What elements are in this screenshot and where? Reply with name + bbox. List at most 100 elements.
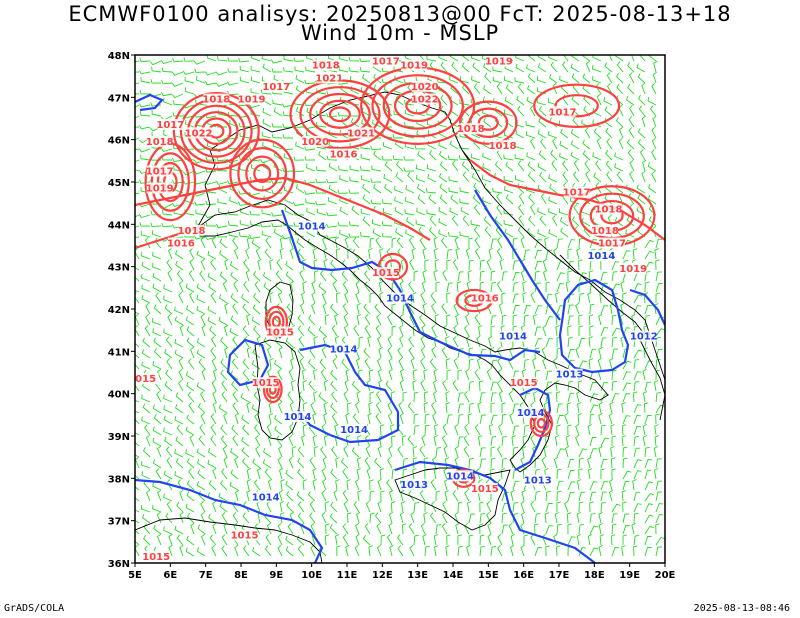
isobar-north [135, 93, 164, 112]
isobar-label: 1018 [312, 61, 340, 72]
alps-border [196, 91, 471, 229]
isobar-label: 1014 [517, 408, 545, 419]
x-tick-label: 11E [337, 570, 358, 581]
isobar-label-bg [146, 182, 173, 194]
isobar-1013-sicily [394, 460, 596, 563]
isobar-high-contour [459, 100, 518, 145]
isobar-label-bg [588, 250, 615, 262]
isobar-label: 1019 [485, 57, 513, 68]
isobar-label: 1018 [202, 95, 230, 106]
isobar-label: 1012 [630, 332, 658, 343]
isobar-label: 1021 [315, 73, 343, 84]
isobar-label-bg [203, 93, 230, 105]
isobar-label: 1020 [301, 137, 329, 148]
isobar-1013-east [558, 278, 630, 374]
isobar-label-bg [330, 148, 357, 160]
x-tick-label: 6E [163, 570, 177, 581]
balkan-coast [559, 254, 646, 336]
sardinia-coastline [254, 339, 301, 441]
isobar-label-bg [143, 550, 170, 562]
x-tick-label: 20E [655, 570, 676, 581]
isobar-1014-west [135, 478, 324, 563]
isobar-label-bg [185, 127, 212, 139]
isobar-label-bg [471, 483, 498, 494]
isobar-label: 1013 [400, 480, 428, 491]
x-tick-label: 15E [478, 570, 499, 581]
isobar-label: 1013 [524, 476, 552, 487]
isobar-label: 1014 [252, 493, 280, 504]
isobar-label-bg [387, 292, 413, 304]
isobar-label-bg [447, 470, 474, 482]
isobar-label-bg [599, 237, 625, 249]
isobar-high-contour [319, 99, 361, 129]
isobar-label-bg [302, 135, 329, 147]
isobar-high-contour [262, 375, 283, 404]
isobar-label-bg [411, 80, 438, 92]
isobar-high-contour [371, 74, 464, 138]
y-tick-label: 38N [108, 474, 130, 485]
isobar-label-bg [146, 135, 173, 147]
isobar-label-bg [489, 140, 516, 152]
isobar-label: 1015 [372, 268, 400, 279]
isobar-label: 1018 [591, 226, 619, 237]
footer-credit: GrADS/COLA [4, 603, 65, 614]
isobar-label-bg [630, 330, 657, 342]
isobar-label: 1014 [587, 251, 615, 262]
isobar-high-contour [468, 107, 509, 138]
isobar-label: 1014 [330, 344, 358, 355]
isobar-label-bg [312, 59, 339, 71]
isobar-label: 1019 [146, 184, 174, 195]
isobar-high-contour [237, 147, 288, 201]
isobar-label: 1018 [178, 226, 206, 237]
x-tick-label: 5E [128, 570, 142, 581]
isobar-label: 1015 [471, 484, 499, 495]
isobar-label-bg [457, 123, 484, 135]
isobar-label-bg [620, 262, 647, 274]
isobar-label-bg [284, 411, 311, 423]
isobar-label: 1022 [185, 128, 213, 139]
y-tick-label: 48N [108, 51, 130, 62]
y-tick-label: 43N [108, 263, 130, 274]
x-tick-label: 7E [199, 570, 213, 581]
isobar-label-bg [372, 267, 399, 279]
isobar-label-bg [348, 127, 375, 139]
isobar-label: 1019 [619, 264, 647, 275]
isobar-label: 1017 [156, 120, 184, 131]
isobar-label: 1017 [146, 167, 174, 178]
isobar-label: 1014 [298, 222, 326, 233]
footer-timestamp: 2025-08-13-08:46 [693, 603, 790, 614]
isobar-label-bg [252, 491, 279, 503]
isobar-label-bg [401, 478, 428, 490]
y-tick-label: 46N [108, 136, 130, 147]
y-tick-label: 37N [108, 517, 130, 528]
isobar-label: 1015 [231, 531, 259, 542]
isobar-high-contour [328, 106, 351, 123]
isobar-high-contour [536, 417, 546, 429]
y-tick-label: 42N [108, 305, 130, 316]
x-tick-label: 19E [619, 570, 640, 581]
isobar-1017-ridge [135, 176, 431, 241]
isobar-high-contour [172, 91, 260, 171]
isobar-label-bg [591, 224, 618, 236]
isobar-label: 1022 [411, 95, 439, 106]
isobar-high-contour [229, 138, 296, 209]
isobar-label-bg [316, 72, 343, 84]
x-tick-label: 12E [372, 570, 393, 581]
isobar-high-contour [156, 161, 184, 203]
isobar-label: 1015 [266, 327, 294, 338]
isobar-label: 1019 [400, 61, 428, 72]
isobar-label-bg [563, 186, 590, 198]
isobar-label-bg [485, 55, 512, 67]
isobar-label-bg [330, 343, 357, 355]
isobar-label: 1015 [510, 378, 538, 389]
isobar-label: 1016 [167, 239, 195, 250]
axis-ticks: 5E 6E 7E 8E 9E 10E 11E 12E 13E 14E 15E 16E 17E 18E 19E… [108, 51, 676, 581]
isobar-label-bg [178, 224, 205, 236]
map-title-line1: ECMWF0100 analisys: 20250813@00 FcT: 202… [68, 2, 732, 26]
tunisia-coastline [135, 517, 323, 563]
x-tick-label: 18E [584, 570, 605, 581]
isobar-label-bg [401, 59, 428, 71]
y-tick-label: 47N [108, 93, 130, 104]
isobar-label-bg [132, 373, 159, 384]
y-tick-label: 39N [108, 432, 130, 443]
